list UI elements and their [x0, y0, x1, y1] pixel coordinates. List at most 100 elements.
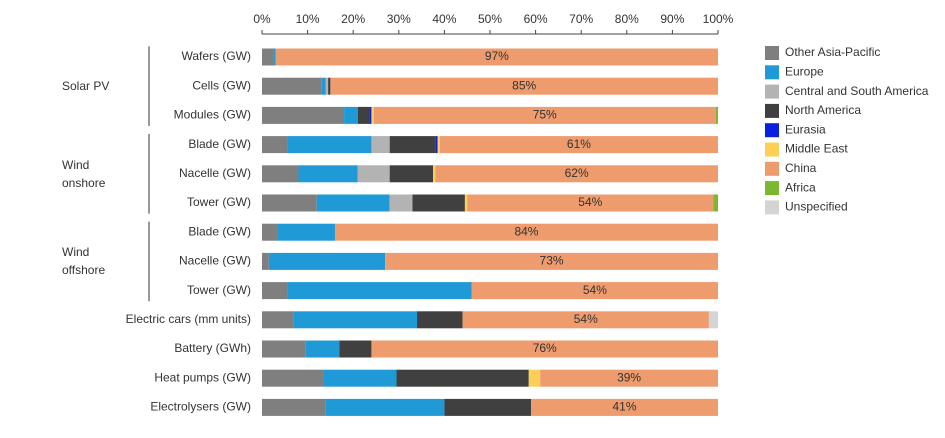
- bar-segment: [371, 136, 390, 154]
- legend-label: Eurasia: [785, 122, 826, 136]
- bar-segment: [389, 136, 436, 154]
- x-tick-label: 60%: [524, 12, 548, 26]
- legend-label: North America: [785, 103, 861, 117]
- bar-segment: [262, 311, 294, 329]
- bar-segment: [713, 194, 718, 212]
- bar-segment: [344, 106, 358, 124]
- bar-segment: [385, 252, 718, 270]
- bar-segment: [389, 194, 413, 212]
- bar-segment: [433, 165, 436, 183]
- data-label: 39%: [617, 370, 641, 384]
- bar-segment: [316, 194, 390, 212]
- bar-segment: [325, 77, 329, 95]
- y-tick-label: Nacelle (GW): [179, 254, 251, 268]
- bar-segment: [262, 340, 306, 358]
- legend-swatch: [765, 142, 779, 157]
- group-label: Solar PV: [62, 79, 110, 94]
- bar-segment: [369, 106, 372, 124]
- bar-segment: [396, 369, 529, 387]
- legend-swatch: [765, 181, 779, 196]
- legend-label: Unspecified: [785, 200, 848, 214]
- bar-segment: [262, 77, 322, 95]
- bar-segment: [262, 398, 326, 416]
- legend-swatch: [765, 84, 779, 99]
- bar-segment: [262, 223, 278, 241]
- data-label: 76%: [533, 341, 557, 355]
- bar-segment: [462, 311, 709, 329]
- bar-segment: [262, 194, 317, 212]
- bar-segment: [471, 282, 718, 300]
- bar-segment: [273, 48, 276, 66]
- bar-segment: [357, 106, 370, 124]
- bar-segment: [339, 340, 372, 358]
- bar-segment: [325, 398, 445, 416]
- x-tick-label: 30%: [387, 12, 411, 26]
- bar-segment: [287, 136, 372, 154]
- bar-segment: [417, 311, 463, 329]
- data-label: 54%: [583, 283, 607, 297]
- data-label: 62%: [565, 166, 589, 180]
- bar-segment: [531, 398, 718, 416]
- bar-segment: [389, 165, 433, 183]
- bar-segment: [262, 48, 274, 66]
- x-tick-label: 50%: [478, 12, 502, 26]
- x-tick-label: 90%: [660, 12, 684, 26]
- bar-segment: [262, 106, 345, 124]
- y-tick-label: Wafers (GW): [181, 49, 251, 63]
- legend-swatch: [765, 161, 779, 176]
- legend-label: China: [785, 161, 817, 175]
- y-tick-label: Tower (GW): [187, 283, 251, 297]
- bar-segment: [528, 369, 541, 387]
- legend-swatch: [765, 65, 779, 80]
- bar-segment: [439, 136, 718, 154]
- y-tick-label: Battery (GWh): [174, 341, 251, 355]
- bar-segment: [373, 106, 716, 124]
- data-label: 97%: [485, 49, 509, 63]
- x-tick-label: 20%: [341, 12, 365, 26]
- bar-segment: [328, 77, 331, 95]
- data-label: 73%: [540, 254, 564, 268]
- data-label: 85%: [512, 78, 536, 92]
- bar-segment: [321, 77, 326, 95]
- x-tick-label: 0%: [253, 12, 271, 26]
- bar-segment: [708, 311, 718, 329]
- bar-segment: [435, 165, 718, 183]
- y-tick-label: Electrolysers (GW): [150, 400, 251, 414]
- legend-swatch: [765, 46, 779, 60]
- data-label: 54%: [574, 312, 598, 326]
- legend-swatch: [765, 200, 779, 215]
- legend-label: Other Asia-Pacific: [785, 45, 880, 59]
- data-label: 41%: [613, 400, 637, 414]
- bar-segment: [268, 252, 386, 270]
- bar-segment: [293, 311, 418, 329]
- y-tick-label: Tower (GW): [187, 195, 251, 209]
- y-tick-label: Blade (GW): [188, 224, 251, 238]
- bar-segment: [464, 194, 468, 212]
- bar-segment: [262, 369, 324, 387]
- bar-segment: [277, 223, 335, 241]
- bar-segment: [298, 165, 358, 183]
- data-label: 75%: [533, 108, 557, 122]
- bar-segment: [715, 106, 718, 124]
- legend-label: Central and South America: [785, 84, 929, 98]
- x-tick-label: 70%: [569, 12, 593, 26]
- bar-segment: [323, 369, 397, 387]
- x-tick-label: 40%: [432, 12, 456, 26]
- bar-segment: [467, 194, 714, 212]
- legend-swatch: [765, 103, 779, 118]
- x-tick-label: 100%: [703, 12, 734, 26]
- bar-segment: [275, 48, 718, 66]
- bar-segment: [262, 282, 288, 300]
- bar-segment: [435, 136, 438, 154]
- x-tick-label: 80%: [615, 12, 639, 26]
- legend-label: Middle East: [785, 142, 848, 156]
- bar-segment: [357, 165, 390, 183]
- legend-swatch: [765, 123, 779, 138]
- bar-segment: [287, 282, 472, 300]
- y-tick-label: Nacelle (GW): [179, 166, 251, 180]
- bar-segment: [444, 398, 532, 416]
- y-tick-label: Cells (GW): [192, 78, 251, 92]
- bar-segment: [371, 106, 374, 124]
